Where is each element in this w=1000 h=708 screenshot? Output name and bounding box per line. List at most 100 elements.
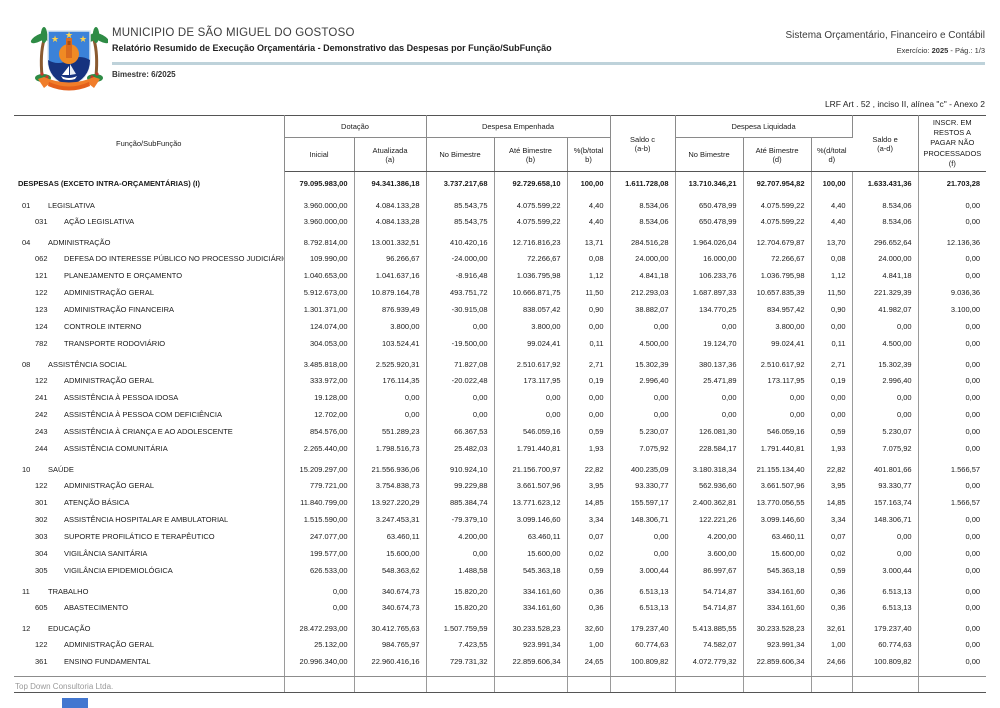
value-cell: 13.927.220,29 [354, 494, 427, 511]
funcao-code: 301 [35, 498, 48, 507]
value-cell: 0,08 [811, 250, 853, 267]
value-cell: 3.800,00 [494, 318, 568, 335]
value-cell: 0,36 [567, 599, 611, 616]
value-cell: 0,00 [965, 271, 981, 280]
value-cell: 0,00 [567, 406, 611, 423]
funcao-code: 361 [35, 657, 48, 666]
value-cell: 8.534,06 [610, 213, 676, 230]
value-cell: -30.915,08 [426, 301, 495, 318]
funcao-cell: 122 ADMINISTRAÇÃO GERAL [14, 372, 285, 389]
funcao-cell: 08 ASSISTÊNCIA SOCIAL [14, 352, 285, 372]
value-cell: 66.367,53 [426, 423, 495, 440]
value-cell: 14,85 [567, 494, 611, 511]
value-cell: 12.716.816,23 [494, 230, 568, 250]
value-cell: 334.161,60 [494, 599, 568, 616]
column-pct-d: %(d/total d) [811, 137, 853, 172]
value-cell: 4,40 [811, 193, 853, 213]
funcao-cell: 11 TRABALHO [14, 579, 285, 599]
value-cell: 0,19 [811, 372, 853, 389]
value-cell: 21.703,28 [946, 179, 981, 188]
value-cell: 3.100,00 [950, 305, 981, 314]
value-cell: 20.996.340,00 [284, 653, 355, 670]
value-cell: 8.792.814,00 [284, 230, 355, 250]
funcao-code: 04 [22, 238, 31, 247]
footer-company: Top Down Consultoria Ltda. [15, 682, 114, 691]
value-cell: 1.611.728,08 [610, 171, 676, 193]
funcao-code: 031 [35, 217, 48, 226]
value-cell: 2,71 [567, 352, 611, 372]
funcao-code: 12 [22, 624, 31, 633]
value-cell: 0,59 [811, 562, 853, 579]
funcao-cell: 121 PLANEJAMENTO E ORÇAMENTO [14, 267, 285, 284]
municipality-name: MUNICIPIO DE SÃO MIGUEL DO GOSTOSO [112, 27, 355, 39]
value-cell: 4.084.133,28 [354, 213, 427, 230]
funcao-cell: 782 TRANSPORTE RODOVIÁRIO [14, 335, 285, 352]
funcao-code: 08 [22, 360, 31, 369]
value-cell: 38.882,07 [610, 301, 676, 318]
value-cell: 3.800,00 [743, 318, 812, 335]
value-cell: 4.075.599,22 [743, 213, 812, 230]
table-row: 605 ABASTECIMENTO 0,00 340.674,73 15.820,20 3… [14, 599, 986, 616]
value-cell: 0,00 [494, 406, 568, 423]
value-cell: 63.460,11 [743, 528, 812, 545]
report-title: Relatório Resumido de Execução Orçamentá… [112, 43, 552, 53]
value-cell: 0,59 [567, 423, 611, 440]
value-cell: 3.661.507,96 [494, 477, 568, 494]
table-row: 241 ASSISTÊNCIA À PESSOA IDOSA 19.128,00 0,… [14, 389, 986, 406]
value-cell: 13,70 [811, 230, 853, 250]
value-cell: 0,00 [852, 389, 919, 406]
value-cell: 0,00 [284, 599, 355, 616]
value-cell: 72.266,67 [494, 250, 568, 267]
funcao-cell: 04 ADMINISTRAÇÃO [14, 230, 285, 250]
value-cell: 134.770,25 [675, 301, 744, 318]
column-atualizada: Atualizada (a) [354, 137, 427, 172]
value-cell: 96.266,67 [354, 250, 427, 267]
table-row: 242 ASSISTÊNCIA À PESSOA COM DEFICIÊNCIA 1… [14, 406, 986, 423]
value-cell: 173.117,95 [494, 372, 568, 389]
value-cell: 7.423,55 [426, 636, 495, 653]
value-cell: 24,66 [811, 653, 853, 670]
value-cell: 41.982,07 [852, 301, 919, 318]
value-cell: 30.233.528,23 [494, 616, 568, 636]
value-cell: 1.566,57 [950, 465, 981, 474]
value-cell: 2.265.440,00 [284, 440, 355, 457]
svg-text:★: ★ [65, 31, 73, 41]
value-cell: 885.384,74 [426, 494, 495, 511]
value-cell: 3,95 [567, 477, 611, 494]
table-body: DESPESAS (EXCETO INTRA-ORÇAMENTÁRIAS) (I… [14, 171, 987, 693]
funcao-name: TRABALHO [48, 587, 89, 596]
filler-cell [852, 670, 919, 693]
value-cell: 304.053,00 [284, 335, 355, 352]
value-cell: 0,00 [354, 406, 427, 423]
table-row: 12 EDUCAÇÃO 28.472.293,00 30.412.765,63 1.50… [14, 616, 986, 636]
value-cell: 400.235,09 [610, 457, 676, 477]
value-cell: 15.600,00 [743, 545, 812, 562]
value-cell: 212.293,03 [610, 284, 676, 301]
value-cell: 0,00 [675, 406, 744, 423]
value-cell: 2.996,40 [610, 372, 676, 389]
funcao-cell: 305 VIGILÂNCIA EPIDEMIOLÓGICA [14, 562, 285, 579]
value-cell: 0,00 [965, 444, 981, 453]
value-cell: 3.737.217,68 [426, 171, 495, 193]
value-cell: 0,00 [567, 318, 611, 335]
value-cell: 5.912.673,00 [284, 284, 355, 301]
value-cell: 21.155.134,40 [743, 457, 812, 477]
value-cell: 15.600,00 [354, 545, 427, 562]
value-cell: -24.000,00 [426, 250, 495, 267]
funcao-code: 123 [35, 305, 48, 314]
funcao-cell: 12 EDUCAÇÃO [14, 616, 285, 636]
funcao-name: EDUCAÇÃO [48, 624, 91, 633]
funcao-code: 241 [35, 393, 48, 402]
funcao-name: ASSISTÊNCIA À CRIANÇA E AO ADOLESCENTE [64, 427, 233, 436]
value-cell: 0,36 [811, 599, 853, 616]
value-cell: 4.084.133,28 [354, 193, 427, 213]
value-cell: 72.266,67 [743, 250, 812, 267]
funcao-cell: 122 ADMINISTRAÇÃO GERAL [14, 477, 285, 494]
funcao-cell: 241 ASSISTÊNCIA À PESSOA IDOSA [14, 389, 285, 406]
value-cell: 25.482,03 [426, 440, 495, 457]
value-cell: 3.960.000,00 [284, 213, 355, 230]
funcao-code: 10 [22, 465, 31, 474]
value-cell: 340.674,73 [354, 599, 427, 616]
value-cell: 6.513,13 [610, 599, 676, 616]
value-cell: 157.163,74 [852, 494, 919, 511]
